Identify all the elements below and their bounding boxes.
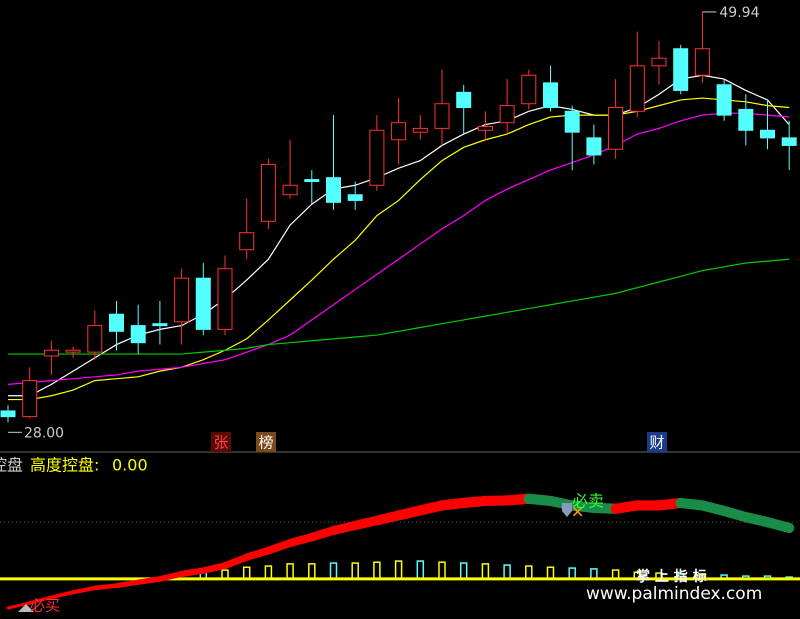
candle-body — [22, 380, 38, 418]
badge-box — [256, 432, 276, 452]
candle-body — [499, 105, 515, 124]
sell-icon-mark: ✕ — [571, 503, 584, 522]
candle-body — [282, 184, 298, 196]
candle-body — [87, 325, 103, 353]
candle-body — [109, 313, 124, 332]
sell-icon — [562, 503, 572, 517]
candle-body — [477, 125, 493, 131]
watermark-title: 掌 上 指 标 — [636, 568, 707, 585]
candle-body — [152, 323, 168, 327]
badge-text: 财 — [649, 434, 664, 452]
candle-body — [391, 122, 407, 141]
candle-body — [586, 137, 602, 156]
badge-box — [211, 432, 231, 452]
control-segment — [92, 583, 119, 591]
candle-body — [564, 110, 580, 133]
control-segment — [221, 553, 251, 570]
buy-icon — [18, 604, 34, 612]
candle-body — [543, 82, 558, 109]
candle-body — [434, 103, 450, 129]
candle-body — [239, 232, 255, 251]
control-segment — [70, 585, 97, 595]
candle-body — [217, 268, 233, 330]
candle-body — [629, 65, 645, 112]
candle-body — [195, 277, 211, 330]
control-segment — [135, 576, 163, 585]
candle-body — [651, 57, 667, 67]
max-price-label: 49.94 — [719, 5, 759, 21]
candle-body — [326, 177, 341, 203]
watermark-url: www.palmindex.com — [586, 584, 762, 604]
control-segment — [114, 579, 141, 589]
control-segment — [200, 562, 229, 574]
indicator-series-name: 高度控盘: — [30, 456, 99, 475]
indicator-series-value: 0.00 — [112, 456, 148, 475]
candle-body — [43, 349, 59, 357]
control-segment — [178, 567, 207, 578]
badge-text: 张 — [213, 434, 228, 452]
candle-body — [781, 137, 797, 146]
moving-average-line — [8, 97, 790, 401]
candle-body — [673, 48, 689, 91]
badge-box — [647, 432, 667, 452]
control-segment — [49, 590, 75, 600]
control-segment — [156, 571, 185, 582]
candle-body — [260, 163, 276, 222]
candle-body — [304, 179, 320, 182]
buy-signal: 必买 — [30, 597, 60, 615]
candle-body — [412, 127, 428, 133]
candle-body — [456, 91, 472, 109]
candle-body — [738, 108, 754, 131]
badge-text: 榜 — [258, 434, 273, 452]
candle-body — [130, 325, 146, 344]
candle-body — [65, 349, 81, 353]
candle-body — [521, 74, 537, 105]
candle-body — [174, 277, 190, 323]
candle-body — [347, 194, 363, 201]
candle-body — [369, 129, 385, 186]
moving-average-line — [7, 112, 790, 385]
control-segment — [6, 601, 32, 610]
control-segment — [762, 517, 795, 534]
candle-body — [716, 84, 732, 116]
candle-body — [608, 107, 624, 150]
control-segment — [28, 595, 54, 605]
candle-body — [0, 410, 16, 418]
candle-body — [760, 129, 775, 139]
sell-signal: 必卖 — [572, 492, 604, 511]
candle-body — [694, 48, 710, 76]
indicator-name: 控盘 — [0, 456, 23, 475]
min-price-label: 28.00 — [24, 425, 64, 441]
